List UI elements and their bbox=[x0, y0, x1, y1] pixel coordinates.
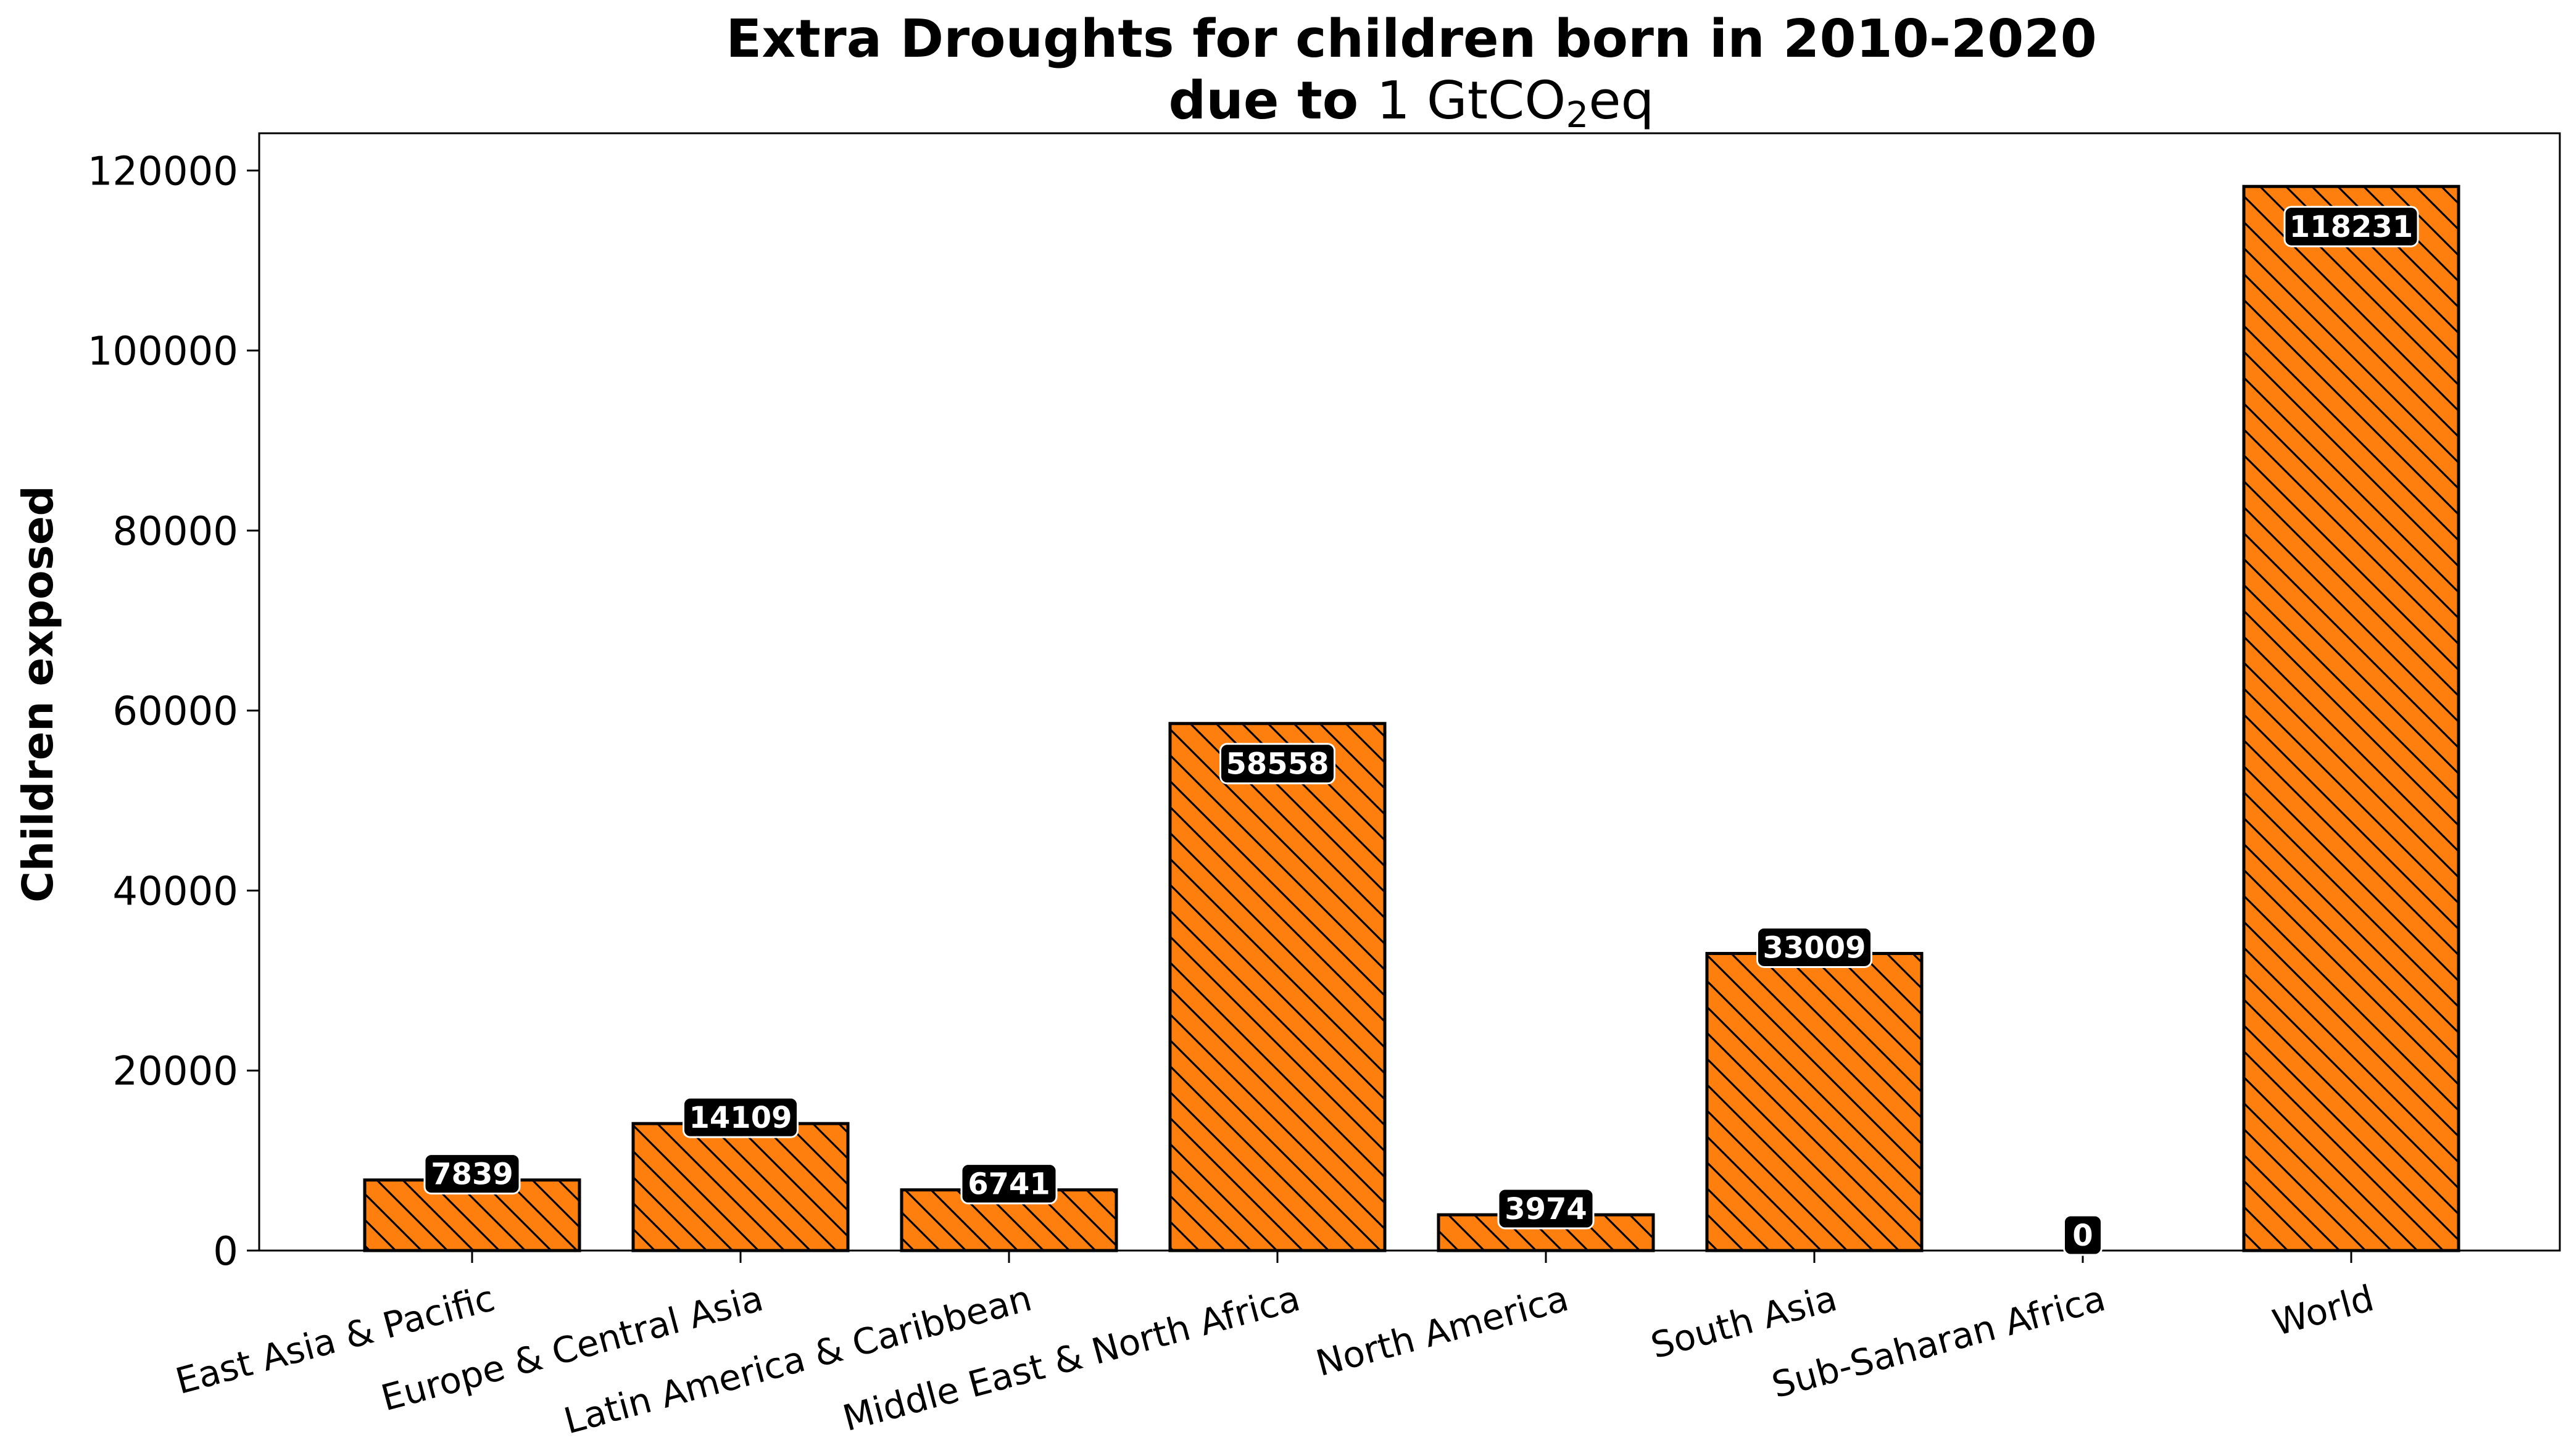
value-label-box bbox=[960, 1163, 1058, 1205]
bar-group bbox=[2242, 184, 2460, 1252]
value-label: 58558 bbox=[1226, 747, 1329, 782]
subtitle-subscript: 2 bbox=[1566, 94, 1588, 136]
y-tick-label: 60000 bbox=[112, 689, 238, 735]
chart-title: Extra Droughts for children born in 2010… bbox=[726, 9, 2096, 70]
subtitle-suffix: eq bbox=[1588, 70, 1654, 131]
value-label-box bbox=[1756, 926, 1872, 968]
bar-hatch bbox=[633, 1123, 848, 1251]
value-label-box bbox=[423, 1153, 521, 1195]
value-label: 3974 bbox=[1505, 1192, 1587, 1226]
bar-group bbox=[1168, 722, 1387, 1252]
bar-group bbox=[631, 1122, 850, 1252]
value-label-box bbox=[2283, 205, 2419, 247]
y-tick-label: 120000 bbox=[88, 149, 238, 194]
x-tick-label: North America bbox=[1311, 1277, 1572, 1384]
value-label: 33009 bbox=[1763, 930, 1866, 965]
y-tick-label: 40000 bbox=[112, 869, 238, 914]
x-tick-label: Latin America & Caribbean bbox=[560, 1277, 1036, 1442]
y-tick-label: 100000 bbox=[88, 329, 238, 374]
x-tick-label: World bbox=[2268, 1277, 2378, 1344]
axes-frame bbox=[258, 132, 2561, 1252]
y-tick-label: 0 bbox=[213, 1229, 238, 1275]
value-label-box bbox=[2063, 1214, 2103, 1256]
bar-hatch bbox=[2244, 186, 2459, 1251]
y-tick-label: 20000 bbox=[112, 1049, 238, 1094]
value-label: 118231 bbox=[2290, 210, 2413, 244]
y-axis-label: Children exposed bbox=[14, 486, 63, 903]
subtitle-math-part: 1 GtCO bbox=[1377, 70, 1566, 131]
subtitle-bold-part: due to bbox=[1169, 70, 1359, 131]
value-label: 7839 bbox=[431, 1157, 513, 1192]
value-label: 6741 bbox=[968, 1167, 1050, 1202]
bar-group bbox=[1705, 951, 1924, 1252]
y-tick-label: 80000 bbox=[112, 509, 238, 555]
value-label: 14109 bbox=[689, 1101, 792, 1135]
value-label-box bbox=[1497, 1188, 1595, 1230]
value-label-box bbox=[683, 1096, 799, 1138]
bar-hatch bbox=[1170, 723, 1385, 1251]
value-label-box bbox=[1219, 743, 1335, 785]
bar-hatch bbox=[1707, 953, 1922, 1251]
value-label: 0 bbox=[2072, 1218, 2093, 1253]
chart-subtitle: due to 1 GtCO2eq bbox=[1169, 70, 1654, 136]
x-tick-label: Middle East & North Africa bbox=[839, 1277, 1305, 1439]
